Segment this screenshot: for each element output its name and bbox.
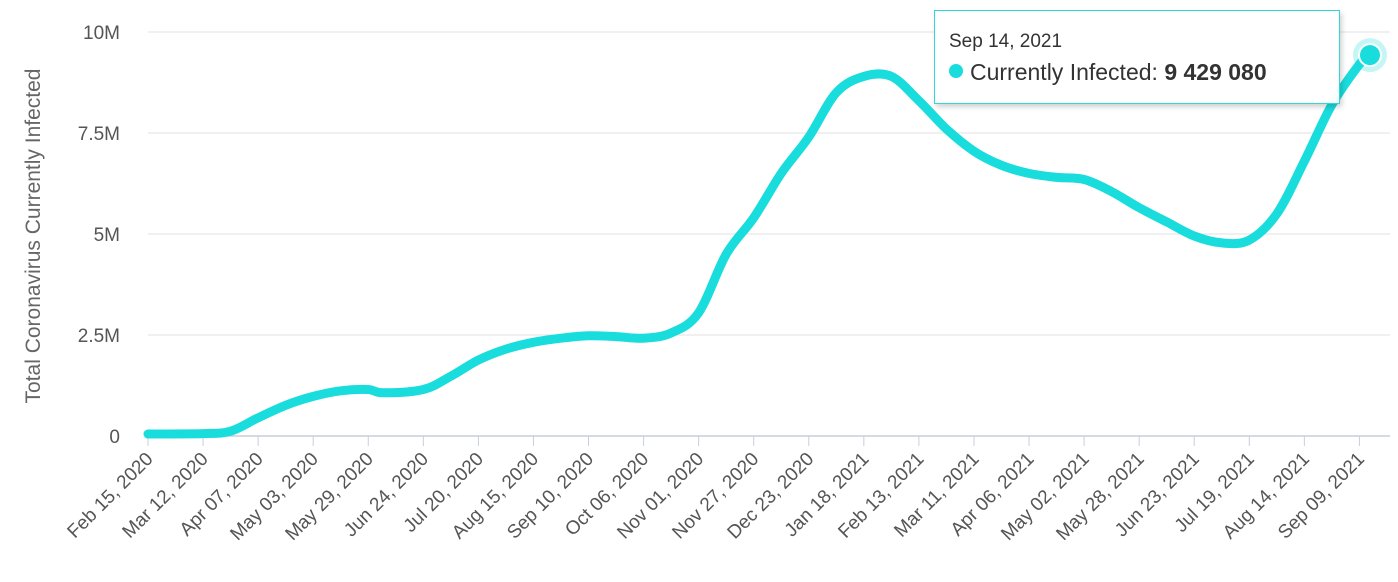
grid-lines <box>148 31 1390 437</box>
series-line <box>143 50 1375 439</box>
y-tick-label: 10M <box>83 23 120 44</box>
hover-point[interactable] <box>1358 43 1382 68</box>
tooltip-date: Sep 14, 2021 <box>949 31 1063 52</box>
y-axis-ticks: 0 2.5M 5M 7.5M 10M <box>78 23 120 448</box>
tooltip: Sep 14, 2021 Currently Infected: 9 429 0… <box>934 10 1340 104</box>
y-tick-label: 7.5M <box>78 124 120 145</box>
tooltip-label: Currently Infected: <box>970 59 1165 85</box>
y-tick-label: 2.5M <box>78 326 120 347</box>
y-axis-label: Total Coronavirus Currently Infected <box>22 69 45 404</box>
series-dot-icon <box>949 64 963 78</box>
series-layer <box>143 38 1387 439</box>
y-tick-label: 0 <box>109 427 120 448</box>
tooltip-value: 9 429 080 <box>1164 59 1267 85</box>
tooltip-row: Currently Infected: 9 429 080 <box>949 59 1267 86</box>
y-tick-label: 5M <box>94 225 120 246</box>
